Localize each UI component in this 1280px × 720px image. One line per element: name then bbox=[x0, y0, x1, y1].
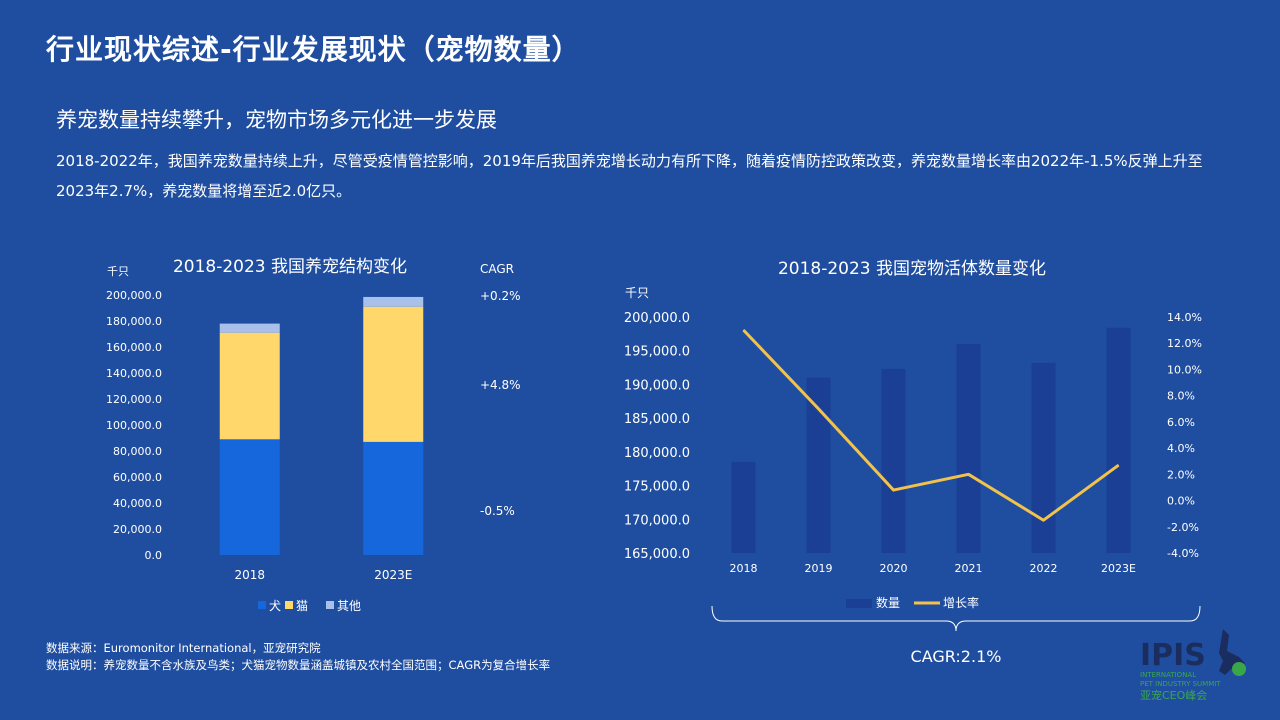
logo-main-text: IPIS bbox=[1140, 638, 1206, 673]
pet-structure-chart: 2018-2023 我国养宠结构变化 千只 CAGR 0.0 20,000.0 40… bbox=[106, 257, 521, 613]
bar-segment-其他 bbox=[219, 323, 280, 333]
y2-tick-label: 4.0% bbox=[1167, 442, 1195, 455]
logo-chinese: 亚宠CEO峰会 bbox=[1140, 688, 1207, 702]
y2-tick-label: 6.0% bbox=[1167, 416, 1195, 429]
legend-swatch bbox=[846, 599, 872, 608]
logo-line1: INTERNATIONAL bbox=[1140, 671, 1196, 679]
count-bar bbox=[731, 461, 756, 553]
x-tick-label: 2023E bbox=[374, 568, 412, 582]
x-tick-label: 2022 bbox=[1030, 562, 1058, 575]
x-tick-label: 2020 bbox=[880, 562, 908, 575]
growth-rate-point bbox=[968, 473, 969, 475]
intro-paragraph: 2018-2022年，我国养宠数量持续上升，尽管受疫情管控影响，2019年后我国… bbox=[56, 152, 1203, 200]
bar-segment-猫 bbox=[219, 332, 280, 440]
bar-segment-犬 bbox=[363, 441, 424, 555]
bar-segment-其他 bbox=[363, 296, 424, 307]
cagr-label: -0.5% bbox=[480, 504, 515, 518]
growth-rate-point bbox=[893, 489, 894, 491]
legend-label: 猫 bbox=[296, 599, 308, 613]
bar-segment-猫 bbox=[363, 306, 424, 442]
bar-segment-犬 bbox=[219, 439, 280, 555]
y-tick-label: 180,000.0 bbox=[106, 315, 162, 328]
chart-title: 2018-2023 我国养宠结构变化 bbox=[173, 257, 407, 277]
cagr-header: CAGR bbox=[480, 262, 514, 276]
legend-label: 其他 bbox=[337, 599, 361, 613]
y-tick-label: 60,000.0 bbox=[113, 471, 162, 484]
y-tick-label: 200,000.0 bbox=[106, 289, 162, 302]
y2-tick-label: 14.0% bbox=[1167, 311, 1202, 324]
legend-swatch bbox=[326, 601, 334, 609]
ipis-logo: IPIS INTERNATIONAL PET INDUSTRY SUMMIT 亚… bbox=[1140, 629, 1246, 702]
count-bar bbox=[1106, 327, 1131, 553]
cagr-summary: CAGR:2.1% bbox=[911, 647, 1002, 666]
y-tick-label: 200,000.0 bbox=[624, 311, 690, 326]
y-tick-label: 185,000.0 bbox=[624, 412, 690, 427]
y-axis-unit: 千只 bbox=[107, 265, 129, 278]
y-tick-label: 100,000.0 bbox=[106, 419, 162, 432]
data-source: 数据来源：Euromonitor International，亚宠研究院 bbox=[46, 641, 321, 655]
y-tick-label: 0.0 bbox=[145, 549, 163, 562]
y-tick-label: 80,000.0 bbox=[113, 445, 162, 458]
y-tick-label: 170,000.0 bbox=[624, 513, 690, 528]
cagr-label: +0.2% bbox=[480, 289, 521, 303]
cagr-label: +4.8% bbox=[480, 378, 521, 392]
pet-count-chart: 2018-2023 我国宠物活体数量变化 千只 165,000.0 170,000… bbox=[624, 259, 1202, 666]
x-tick-label: 2018 bbox=[234, 568, 265, 582]
count-bar bbox=[956, 343, 981, 553]
growth-rate-line bbox=[742, 329, 1120, 522]
y-tick-label: 175,000.0 bbox=[624, 480, 690, 495]
y2-tick-label: 0.0% bbox=[1167, 495, 1195, 508]
x-tick-label: 2018 bbox=[730, 562, 758, 575]
footer-notes: 数据来源：Euromonitor International，亚宠研究院 数据说… bbox=[46, 640, 550, 674]
y2-tick-label: -4.0% bbox=[1167, 547, 1199, 560]
y2-tick-label: -2.0% bbox=[1167, 521, 1199, 534]
y2-tick-label: 2.0% bbox=[1167, 468, 1195, 481]
y-tick-label: 195,000.0 bbox=[624, 345, 690, 360]
growth-rate-point bbox=[743, 329, 744, 331]
x-tick-label: 2019 bbox=[805, 562, 833, 575]
growth-rate-point bbox=[1043, 519, 1044, 521]
page-title: 行业现状综述-行业发展现状（宠物数量） bbox=[46, 33, 581, 66]
legend-label: 数量 bbox=[876, 595, 900, 610]
y-tick-label: 165,000.0 bbox=[624, 547, 690, 562]
y-axis-unit: 千只 bbox=[625, 286, 649, 300]
count-bar bbox=[881, 368, 906, 553]
y2-tick-label: 10.0% bbox=[1167, 363, 1202, 376]
legend-swatch bbox=[285, 601, 293, 609]
legend-swatch bbox=[258, 601, 266, 609]
y-tick-label: 140,000.0 bbox=[106, 367, 162, 380]
growth-rate-point bbox=[818, 408, 819, 410]
x-tick-label: 2023E bbox=[1101, 562, 1136, 575]
y2-tick-label: 8.0% bbox=[1167, 390, 1195, 403]
logo-accent-icon bbox=[1232, 662, 1246, 676]
y2-tick-label: 12.0% bbox=[1167, 337, 1202, 350]
count-bar bbox=[1031, 362, 1056, 553]
chart-title: 2018-2023 我国宠物活体数量变化 bbox=[778, 259, 1046, 279]
y-tick-label: 40,000.0 bbox=[113, 497, 162, 510]
y-tick-label: 160,000.0 bbox=[106, 341, 162, 354]
x-tick-label: 2021 bbox=[955, 562, 983, 575]
data-note: 数据说明：养宠数量不含水族及鸟类；犬猫宠物数量涵盖城镇及农村全国范围；CAGR为… bbox=[46, 658, 551, 672]
cagr-bracket bbox=[711, 605, 1201, 632]
y-tick-label: 20,000.0 bbox=[113, 523, 162, 536]
logo-line2: PET INDUSTRY SUMMIT bbox=[1140, 680, 1221, 688]
legend-label: 增长率 bbox=[943, 595, 979, 610]
y-tick-label: 120,000.0 bbox=[106, 393, 162, 406]
y-tick-label: 180,000.0 bbox=[624, 446, 690, 461]
y-tick-label: 190,000.0 bbox=[624, 378, 690, 393]
count-bar bbox=[806, 377, 831, 553]
page-subtitle: 养宠数量持续攀升，宠物市场多元化进一步发展 bbox=[56, 108, 497, 132]
growth-rate-point bbox=[1118, 464, 1119, 466]
legend-label: 犬 bbox=[269, 599, 281, 613]
